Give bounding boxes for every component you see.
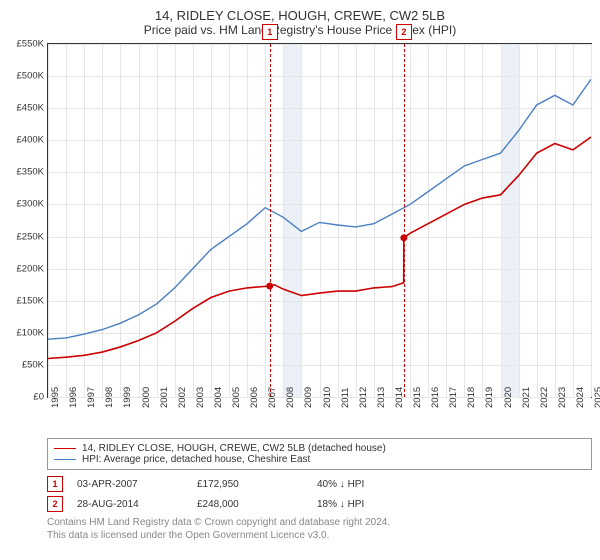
legend-label: HPI: Average price, detached house, Ches…	[82, 454, 310, 465]
page-title: 14, RIDLEY CLOSE, HOUGH, CREWE, CW2 5LB	[12, 8, 588, 23]
marker-badge: 1	[262, 24, 278, 40]
line-chart: £0£50K£100K£150K£200K£250K£300K£350K£400…	[47, 43, 592, 398]
marker-badge: 2	[396, 24, 412, 40]
table-row: 1 03-APR-2007 £172,950 40% ↓ HPI	[47, 476, 592, 492]
sales-table: 1 03-APR-2007 £172,950 40% ↓ HPI 2 28-AU…	[47, 476, 592, 512]
page-subtitle: Price paid vs. HM Land Registry's House …	[12, 23, 588, 37]
legend: 14, RIDLEY CLOSE, HOUGH, CREWE, CW2 5LB …	[47, 438, 592, 470]
footer-licence: This data is licensed under the Open Gov…	[47, 529, 592, 542]
footer-copyright: Contains HM Land Registry data © Crown c…	[47, 516, 592, 529]
legend-item: 14, RIDLEY CLOSE, HOUGH, CREWE, CW2 5LB …	[54, 443, 585, 454]
legend-label: 14, RIDLEY CLOSE, HOUGH, CREWE, CW2 5LB …	[82, 443, 386, 454]
sale-date: 28-AUG-2014	[77, 499, 197, 510]
marker-badge: 1	[47, 476, 63, 492]
marker-badge: 2	[47, 496, 63, 512]
sale-price: £248,000	[197, 499, 317, 510]
table-row: 2 28-AUG-2014 £248,000 18% ↓ HPI	[47, 496, 592, 512]
sale-price: £172,950	[197, 479, 317, 490]
x-axis-ticks: 1995199619971998199920002001200220032004…	[47, 398, 592, 436]
legend-item: HPI: Average price, detached house, Ches…	[54, 454, 585, 465]
sale-date: 03-APR-2007	[77, 479, 197, 490]
sale-delta: 40% ↓ HPI	[317, 479, 437, 490]
sale-delta: 18% ↓ HPI	[317, 499, 437, 510]
